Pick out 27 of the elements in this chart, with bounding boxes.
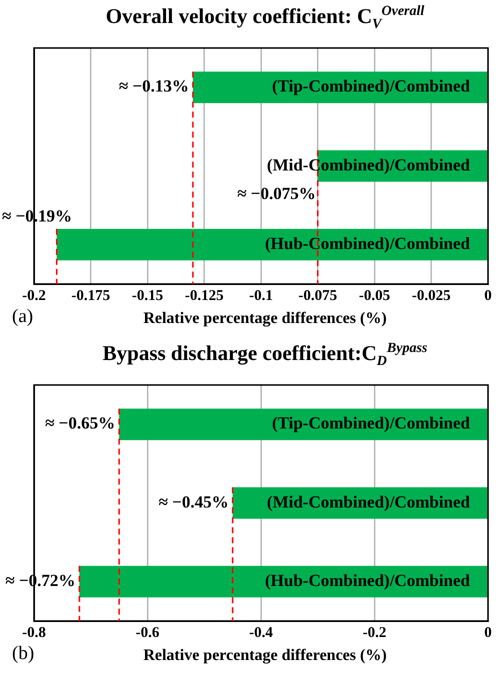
x-tick-label: -0.175	[71, 288, 110, 304]
x-tick-label: -0.6	[136, 624, 160, 641]
category-label: (Tip-Combined)/Combined	[272, 414, 470, 433]
x-tick-label: -0.2	[362, 624, 386, 641]
text: (b)	[12, 643, 34, 665]
x-tick-label: 0	[484, 288, 492, 304]
x-tick-label: -0.125	[184, 288, 224, 304]
category-label: (Hub-Combined)/Combined	[265, 571, 470, 590]
text: (a)	[12, 306, 34, 328]
category-label: (Mid-Combined)/Combined	[266, 492, 470, 512]
x-tick-label: 0	[484, 624, 492, 641]
x-tick-label: -0.4	[249, 624, 274, 641]
x-axis-title: Relative percentage differences (%)	[143, 647, 387, 664]
data-label: ≈ −0.075%	[237, 184, 316, 204]
x-tick-label: -0.2	[22, 288, 46, 304]
x-tick-label: -0.075	[298, 288, 338, 304]
data-label: ≈ −0.65%	[45, 414, 116, 433]
data-label: ≈ −0.13%	[118, 76, 189, 96]
x-axis-title: Relative percentage differences (%)	[143, 310, 387, 327]
x-tick-label: -0.15	[132, 288, 164, 304]
x-tick-label: -0.1	[249, 288, 273, 304]
x-tick-label: -0.025	[412, 288, 451, 304]
data-label: ≈ −0.45%	[158, 492, 229, 512]
x-tick-label: -0.8	[22, 624, 46, 641]
category-label: (Hub-Combined)/Combined	[265, 234, 470, 254]
category-label: (Tip-Combined)/Combined	[272, 76, 470, 96]
x-tick-label: -0.05	[358, 288, 390, 304]
